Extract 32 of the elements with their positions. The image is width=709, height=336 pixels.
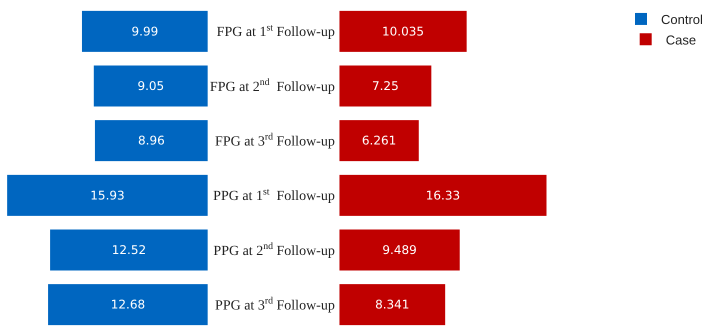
data-label: 6.261 <box>362 134 396 148</box>
bar <box>50 230 208 270</box>
data-label: 10.035 <box>382 24 424 38</box>
bar <box>339 174 547 216</box>
legend-label: Case <box>666 32 696 48</box>
y-tick-label: FPG at 1$^{st}$ Follow-up <box>216 22 335 40</box>
data-label: 9.99 <box>132 24 158 38</box>
bar <box>339 284 446 326</box>
y-tick-label: PPG at 2$^{nd}$ Follow-up <box>213 241 335 259</box>
y-tick-label: PPG at 1$^{st}$ Follow-up <box>213 186 335 204</box>
data-label: 16.33 <box>426 188 460 202</box>
data-label: 12.52 <box>112 243 146 257</box>
data-label: 9.489 <box>382 243 417 257</box>
y-tick-label: FPG at 2$^{nd}$ Follow-up <box>210 77 335 95</box>
bar <box>339 230 460 270</box>
data-label: 8.96 <box>138 134 165 148</box>
bar <box>48 284 208 326</box>
legend-label: Control <box>661 12 704 28</box>
y-tick-label: PPG at 3$^{rd}$ Follow-up <box>215 296 335 314</box>
bar <box>7 174 208 216</box>
data-label: 15.93 <box>90 188 125 202</box>
bar <box>82 10 208 52</box>
data-label: 9.05 <box>137 79 164 93</box>
data-label: 7.25 <box>372 79 399 93</box>
bar <box>339 66 432 106</box>
bar <box>94 66 208 106</box>
bar <box>339 120 419 162</box>
bar <box>339 10 467 52</box>
bar <box>94 120 208 162</box>
y-tick-label: FPG at 3$^{rd}$ Follow-up <box>215 132 335 150</box>
data-label: 8.341 <box>375 298 410 312</box>
data-label: 12.68 <box>110 298 146 312</box>
